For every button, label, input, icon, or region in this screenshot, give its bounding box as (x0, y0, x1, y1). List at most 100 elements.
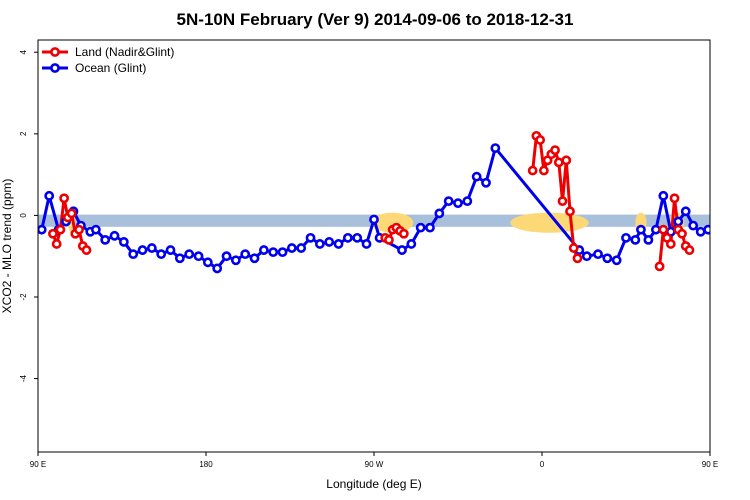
land-point (81, 245, 92, 255)
ocean-point (621, 232, 631, 243)
ocean-point (165, 245, 176, 255)
land-point (384, 234, 394, 245)
land-point (561, 155, 572, 166)
land-point (527, 165, 538, 176)
ocean-point (258, 245, 269, 255)
legend: Land (Nadir&Glint) Ocean (Glint) (42, 45, 174, 75)
land-point (66, 208, 77, 219)
y-axis-label: XCO2 - MLO trend (ppm) (0, 179, 14, 314)
ocean-point (193, 251, 204, 262)
land-point (550, 145, 560, 156)
ocean-point (212, 263, 223, 274)
ocean-point (174, 253, 185, 264)
ocean-point (109, 230, 120, 241)
ocean-point (643, 234, 654, 245)
ocean-point (742, 251, 749, 258)
x-axis-label: Longitude (deg E) (326, 477, 421, 491)
legend-swatch-marker (50, 47, 60, 57)
ocean-point (695, 226, 706, 237)
ocean-point (286, 243, 297, 253)
ocean-point (352, 232, 363, 243)
y-tick-label: 2 (19, 131, 28, 136)
ocean-point (714, 236, 721, 243)
ocean-point (324, 237, 335, 247)
ocean-point (156, 249, 167, 260)
ocean-point (636, 224, 646, 235)
ocean-point (453, 198, 463, 209)
series-layer (38, 130, 749, 274)
ocean-point (658, 190, 669, 201)
land-point (557, 196, 568, 207)
land-point (665, 239, 676, 249)
y-axis: -4 -2 0 2 4 (19, 49, 38, 382)
ocean-point (230, 255, 241, 266)
legend-swatch-marker (50, 63, 60, 73)
land-point (74, 224, 84, 235)
land-point (669, 193, 680, 204)
ocean-point (471, 171, 482, 182)
ocean-point (703, 224, 710, 235)
ocean-point (146, 243, 157, 253)
ocean-point (611, 255, 622, 266)
x-tick-label: 0 (540, 460, 545, 469)
ocean-point (369, 214, 379, 225)
land-point (572, 253, 583, 264)
ocean-point (296, 243, 307, 253)
ocean-point (361, 239, 372, 249)
ocean-point (406, 239, 417, 249)
ocean-point (630, 234, 641, 245)
ocean-point (397, 245, 407, 255)
land-point (658, 224, 669, 235)
land-point (55, 224, 66, 235)
x-tick-label: 90 W (365, 460, 384, 469)
ocean-point (314, 239, 325, 249)
land-point (654, 261, 665, 272)
ocean-point (733, 238, 740, 245)
ocean-point (333, 239, 344, 249)
ocean-point (342, 232, 353, 243)
ocean-point (723, 232, 730, 239)
ocean-point (425, 222, 435, 233)
ocean-point (650, 224, 661, 235)
y-tick-label: -4 (19, 374, 28, 382)
ocean-point (184, 249, 195, 260)
ocean-point (434, 208, 445, 219)
land-point (398, 228, 409, 239)
land-point (59, 193, 70, 204)
ocean-point (137, 245, 148, 255)
ocean-point (602, 253, 613, 264)
land-point (535, 135, 546, 145)
land-point (51, 239, 62, 249)
land-point (553, 157, 564, 168)
legend-label: Ocean (Glint) (75, 61, 146, 75)
ocean-point (249, 253, 260, 264)
land-band-segment (510, 212, 589, 233)
x-tick-label: 180 (199, 460, 213, 469)
x-tick-label: 90 E (30, 460, 46, 469)
x-axis: 90 E 180 90 W 0 90 E (30, 452, 718, 469)
ocean-point (688, 220, 699, 231)
legend-label: Land (Nadir&Glint) (75, 45, 174, 59)
land-point (538, 165, 549, 176)
ocean-point (490, 143, 501, 153)
ocean-point (128, 249, 139, 260)
land-point (568, 243, 579, 253)
ocean-point (581, 251, 592, 262)
ocean-point (240, 249, 251, 260)
y-tick-label: -2 (19, 293, 28, 301)
ocean-point (443, 196, 454, 207)
ocean-point (44, 190, 55, 201)
land-point (677, 228, 687, 239)
ocean-point (118, 237, 129, 247)
ocean-point (462, 196, 473, 207)
ocean-point (202, 257, 213, 268)
y-tick-label: 0 (19, 213, 28, 218)
ocean-point (680, 206, 691, 217)
ocean-point (268, 247, 279, 258)
chart-title: 5N-10N February (Ver 9) 2014-09-06 to 20… (177, 10, 574, 29)
y-tick-label: 4 (19, 49, 28, 54)
ocean-point (673, 216, 684, 227)
ocean-point (90, 224, 101, 235)
ocean-point (100, 234, 111, 245)
land-point (684, 245, 695, 255)
